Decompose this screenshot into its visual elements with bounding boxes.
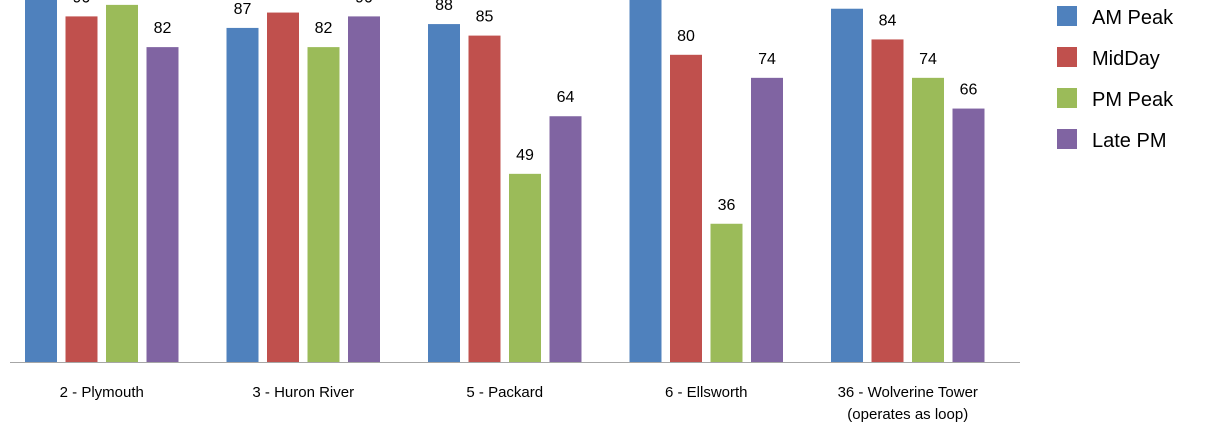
bar-pm-peak-1 (307, 47, 340, 363)
bar-late-pm-2 (549, 116, 582, 363)
category-label: 6 - Ellsworth (665, 384, 748, 401)
legend-swatch-late-pm (1057, 129, 1077, 149)
category-label: 5 - Packard (466, 384, 543, 401)
bar-midday-0 (65, 16, 98, 363)
bar-pm-peak-2 (509, 173, 541, 362)
category-labels-group: 2 - Plymouth 3 - Huron River 5 - Packard 6 … (60, 384, 978, 423)
legend-swatch-pm-peak (1057, 88, 1077, 108)
legend-label: AM Peak (1092, 7, 1174, 29)
value-label: 74 (919, 51, 937, 68)
value-label: 82 (315, 20, 333, 37)
bar-pm-peak-0 (106, 4, 138, 362)
value-label: 36 (718, 197, 736, 214)
bar-midday-4 (871, 39, 904, 362)
legend-label: MidDay (1092, 48, 1160, 70)
value-label: 74 (758, 51, 776, 68)
bar-midday-2 (468, 35, 501, 362)
legend-label: Late PM (1092, 130, 1166, 152)
bars-group (25, 0, 985, 363)
value-label: 82 (154, 20, 172, 37)
category-label: 36 - Wolverine Tower (838, 384, 978, 401)
legend: AM Peak MidDay PM Peak Late PM (1057, 6, 1174, 152)
bar-late-pm-3 (751, 77, 783, 362)
bar-midday-1 (267, 12, 299, 363)
legend-label: PM Peak (1092, 89, 1174, 111)
bar-am-peak-2 (428, 24, 460, 363)
value-label: 64 (557, 89, 575, 106)
bar-late-pm-4 (952, 108, 985, 362)
value-label: 90 (73, 0, 91, 6)
category-label: (operates as loop) (847, 406, 968, 423)
category-label: 3 - Huron River (252, 384, 354, 401)
category-label: 2 - Plymouth (60, 384, 144, 401)
legend-swatch-am-peak (1057, 6, 1077, 26)
bar-midday-3 (670, 54, 702, 363)
bar-pm-peak-4 (912, 77, 944, 362)
bar-am-peak-4 (831, 8, 863, 362)
bar-late-pm-0 (146, 47, 179, 363)
bar-pm-peak-3 (710, 223, 743, 362)
legend-swatch-midday (1057, 47, 1077, 67)
value-label: 85 (476, 9, 494, 26)
value-label: 88 (435, 0, 453, 14)
value-label: 84 (879, 12, 897, 29)
value-label: 90 (355, 0, 373, 6)
bar-am-peak-0 (25, 0, 57, 363)
value-label: 49 (516, 147, 534, 164)
bar-am-peak-3 (629, 0, 662, 363)
value-label: 80 (677, 28, 695, 45)
value-label: 66 (960, 82, 978, 99)
value-label: 91 (274, 0, 292, 3)
value-label: 87 (234, 1, 252, 18)
value-labels-group: 9690938287918290888549649680367492847466 (73, 0, 978, 214)
bar-am-peak-1 (226, 27, 259, 362)
bar-late-pm-1 (348, 16, 380, 363)
